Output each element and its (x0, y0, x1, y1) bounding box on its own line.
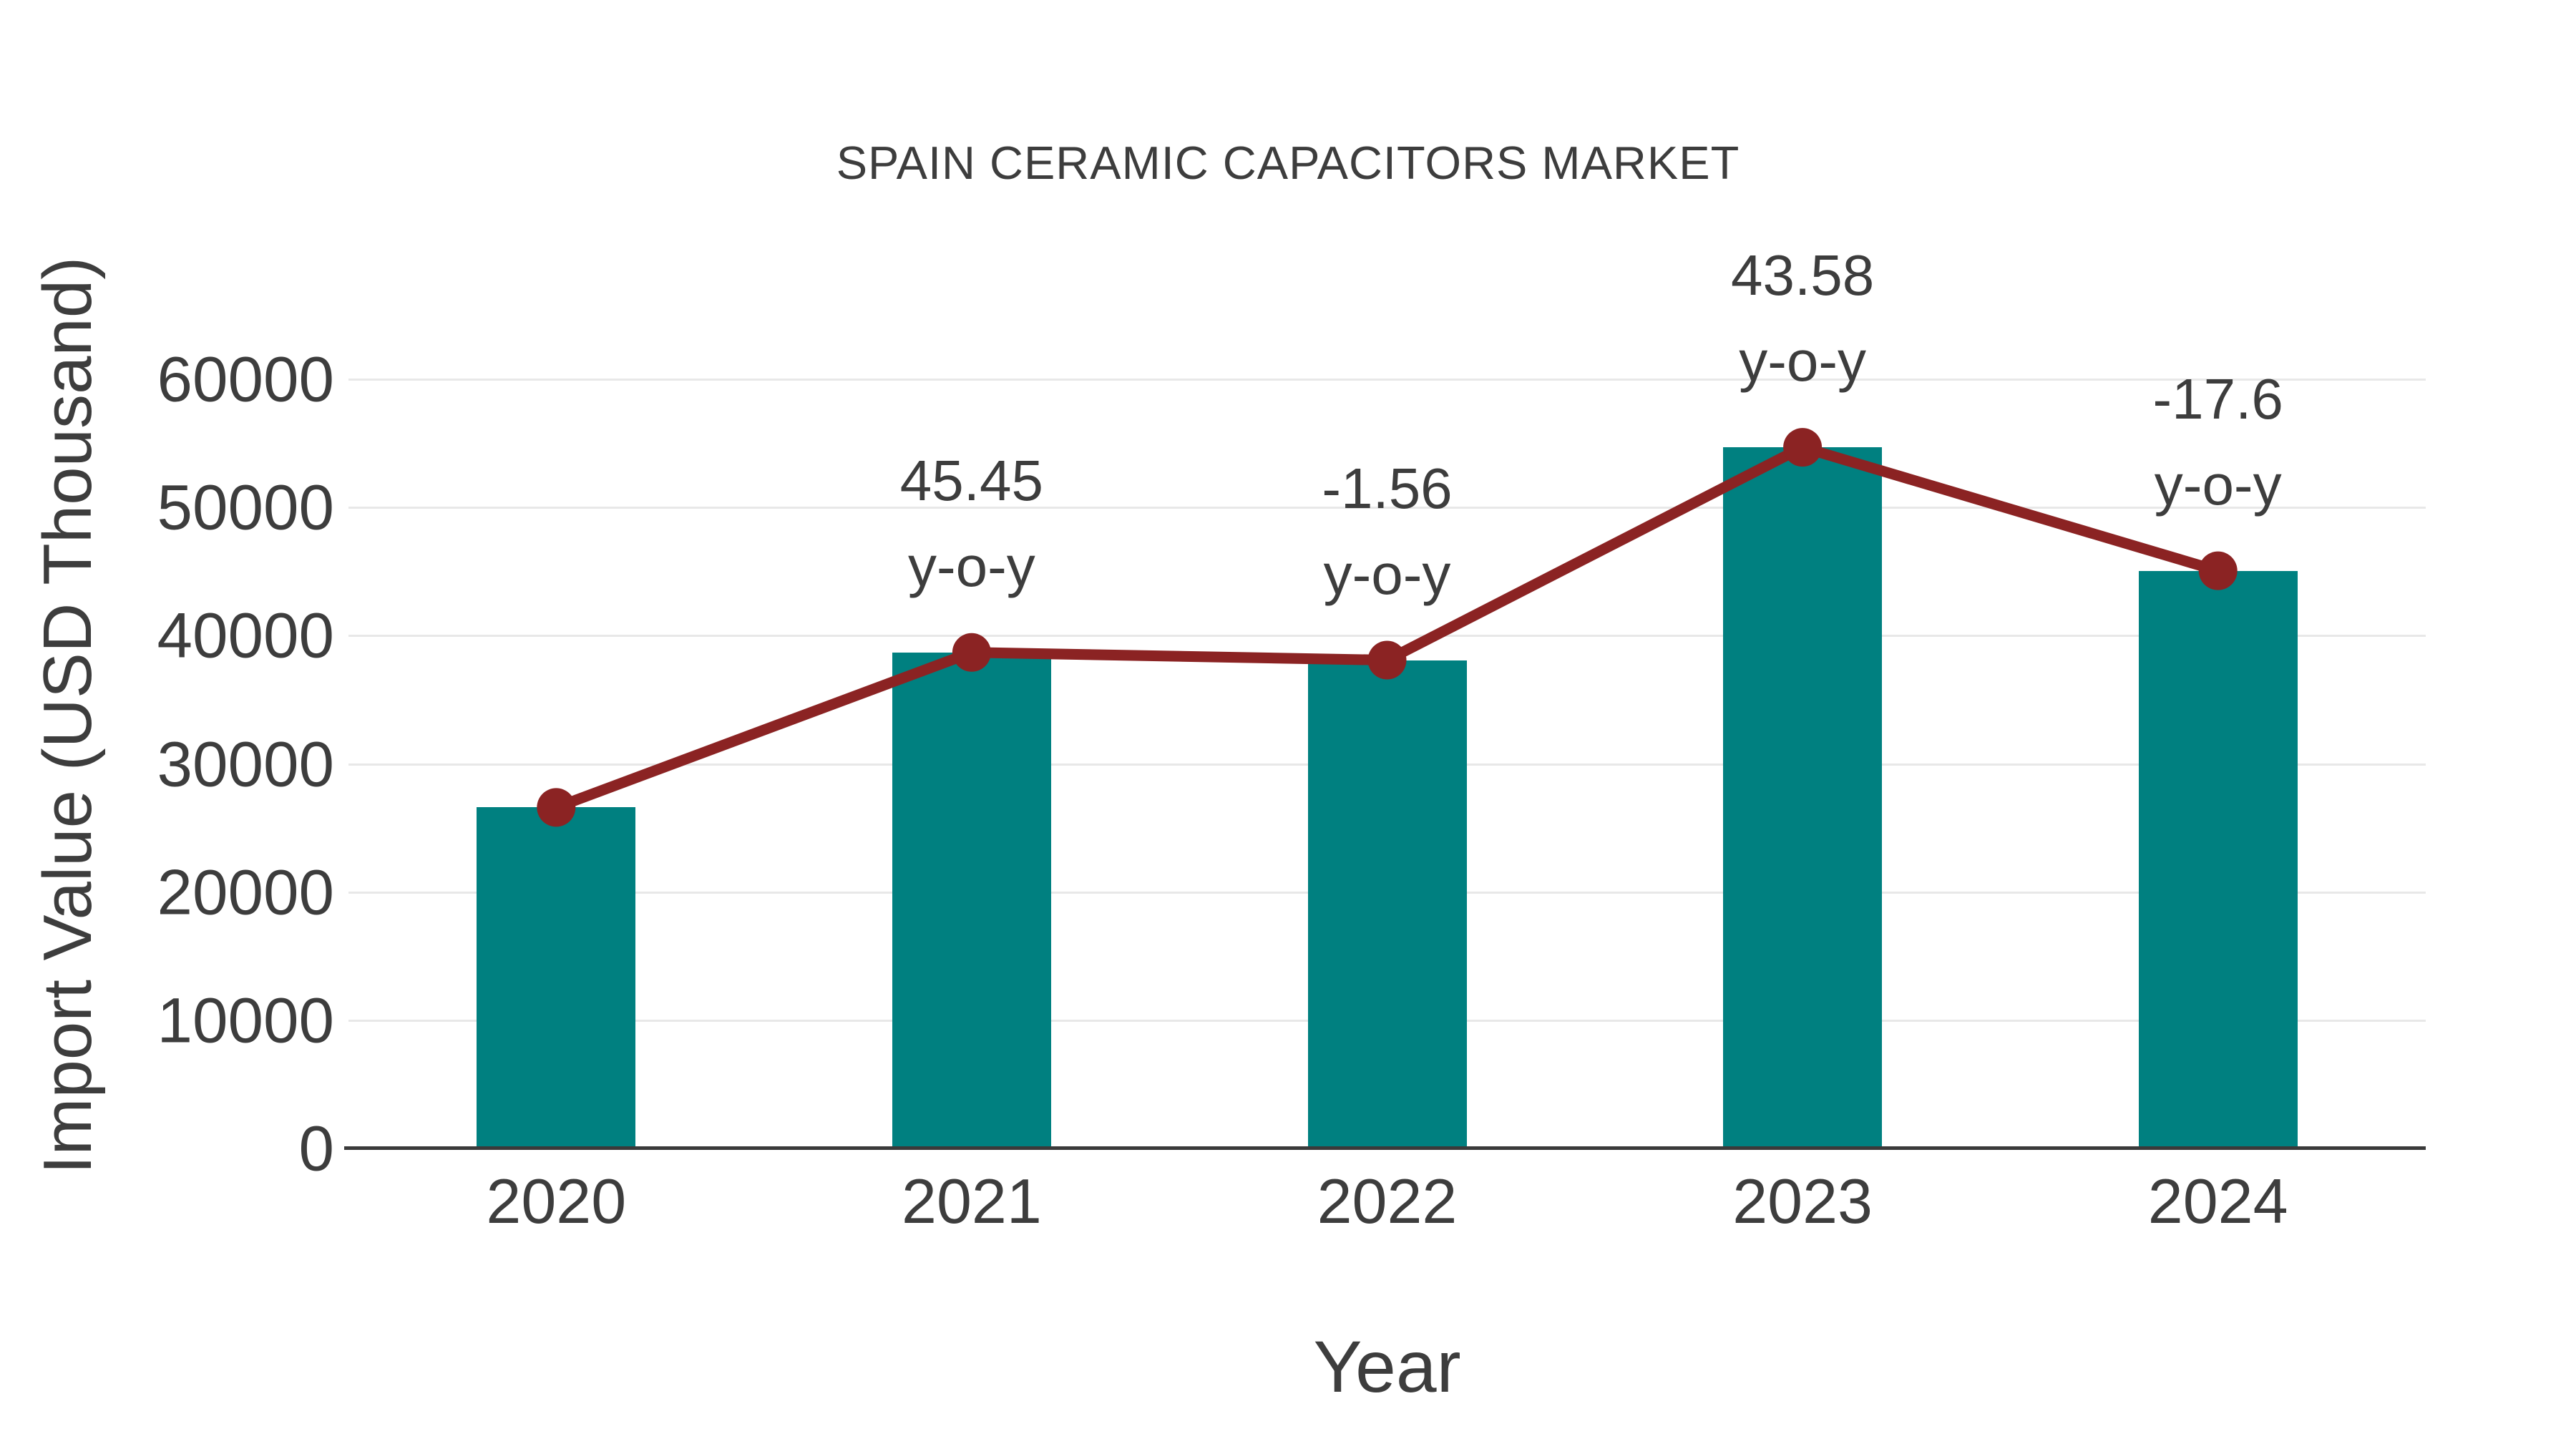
data-point-2020 (537, 788, 576, 827)
y-tick-label-0: 0 (298, 1112, 335, 1184)
bar-2021 (892, 652, 1051, 1148)
bar-2020 (477, 807, 636, 1148)
yoy-suffix-2024: y-o-y (2154, 452, 2282, 517)
data-point-2021 (952, 633, 991, 672)
gridline-50000 (348, 507, 2426, 509)
yoy-suffix-2023: y-o-y (1739, 329, 1866, 394)
yoy-value-2022: -1.56 (1322, 456, 1453, 520)
y-tick-label-30000: 30000 (157, 728, 335, 799)
x-tick-label-2021: 2021 (902, 1166, 1042, 1236)
yoy-value-2023: 43.58 (1730, 243, 1875, 308)
bar-2022 (1307, 660, 1467, 1148)
yoy-value-2021: 45.45 (899, 448, 1043, 512)
x-axis-label: Year (1313, 1326, 1461, 1407)
bar-2023 (1723, 447, 1883, 1148)
data-point-2023 (1783, 428, 1823, 467)
data-point-2024 (2198, 551, 2238, 590)
y-tick-label-10000: 10000 (157, 984, 335, 1056)
bar-2024 (2138, 570, 2298, 1148)
yoy-trend-line-layer (537, 428, 2238, 827)
plot-area (344, 379, 2426, 1150)
y-tick-label-60000: 60000 (157, 343, 335, 415)
gridline-40000 (348, 635, 2426, 638)
x-tick-label-2020: 2020 (486, 1166, 627, 1236)
x-tick-label-2023: 2023 (1732, 1166, 1873, 1236)
y-tick-label-50000: 50000 (157, 471, 335, 543)
yoy-annotation-2023: 43.58 y-o-y (1588, 233, 2017, 404)
yoy-suffix-2021: y-o-y (908, 534, 1035, 598)
x-axis-spine (344, 1146, 2426, 1150)
yoy-annotation-2022: -1.56 y-o-y (1173, 446, 1602, 618)
gridline-60000 (348, 379, 2426, 381)
y-tick-label-20000: 20000 (157, 856, 335, 928)
yoy-suffix-2022: y-o-y (1323, 542, 1451, 606)
x-tick-label-2024: 2024 (2147, 1166, 2288, 1236)
yoy-annotation-2021: 45.45 y-o-y (757, 438, 1186, 610)
y-tick-label-40000: 40000 (157, 599, 335, 671)
x-tick-label-2022: 2022 (1317, 1166, 1458, 1236)
yoy-annotation-2024: -17.6 y-o-y (2004, 356, 2433, 528)
yoy-value-2024: -17.6 (2152, 366, 2283, 431)
data-point-2022 (1367, 640, 1407, 680)
chart-title: SPAIN CERAMIC CAPACITORS MARKET (836, 137, 1740, 189)
